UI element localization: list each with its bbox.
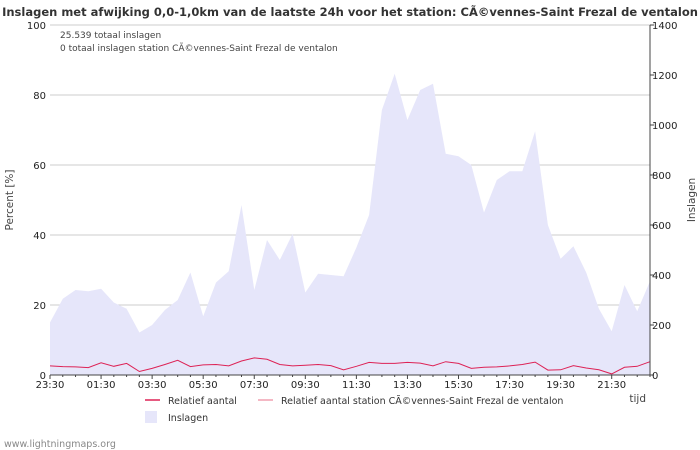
y-tick-right-800: 800 — [652, 171, 671, 182]
y-tick-right-1000: 1000 — [652, 121, 677, 132]
y-tick-left-0: 0 — [40, 371, 46, 382]
y-axis-label-left: Percent [%] — [4, 169, 16, 230]
x-tick-label-17:30: 17:30 — [495, 380, 524, 391]
y-tick-right-1200: 1200 — [652, 71, 677, 82]
x-tick-label-21:30: 21:30 — [597, 380, 626, 391]
x-axis-label: tijd — [629, 393, 646, 405]
legend-swatch-inslagen — [145, 411, 157, 423]
y-tick-right-400: 400 — [652, 271, 671, 282]
y-tick-right-0: 0 — [652, 371, 658, 382]
chart-title: Inslagen met afwijking 0,0-1,0km van de … — [2, 4, 698, 19]
x-tick-label-07:30: 07:30 — [240, 380, 269, 391]
x-tick-label-23:30: 23:30 — [36, 380, 65, 391]
y-ticks-right: 0 200 400 600 800 1000 1200 1400 — [650, 21, 677, 382]
x-ticks: 23:30 01:30 03:30 05:30 07:30 09:30 11:30 13:30… — [36, 375, 651, 391]
y-tick-left-100: 100 — [27, 21, 46, 32]
legend: Relatief aantal Relatief aantal station … — [145, 396, 563, 424]
y-tick-left-80: 80 — [33, 91, 46, 102]
info-total: 25.539 totaal inslagen — [60, 31, 161, 41]
x-tick-label-11:30: 11:30 — [342, 380, 371, 391]
relatief-line — [49, 357, 651, 375]
x-tick-label-05:30: 05:30 — [189, 380, 218, 391]
y-tick-left-40: 40 — [33, 231, 46, 242]
y-tick-right-1400: 1400 — [652, 21, 677, 32]
y-tick-right-600: 600 — [652, 221, 671, 232]
legend-label-inslagen: Inslagen — [168, 413, 208, 424]
x-tick-label-01:30: 01:30 — [87, 380, 116, 391]
x-tick-label-15:30: 15:30 — [444, 380, 473, 391]
y-tick-right-200: 200 — [652, 321, 671, 332]
footer-credit: www.lightningmaps.org — [4, 439, 116, 450]
x-tick-label-09:30: 09:30 — [291, 380, 320, 391]
x-tick-label-03:30: 03:30 — [138, 380, 167, 391]
legend-label-relatief: Relatief aantal — [168, 396, 237, 407]
info-station-total: 0 totaal inslagen station CÃ©vennes-Sain… — [60, 43, 338, 54]
y-axis-label-right: Inslagen — [686, 178, 698, 222]
axes — [50, 25, 651, 376]
legend-label-station: Relatief aantal station CÃ©vennes-Saint … — [281, 396, 563, 407]
y-tick-left-60: 60 — [33, 161, 46, 172]
y-ticks-left: 0 20 40 60 80 100 — [27, 21, 46, 382]
x-tick-label-13:30: 13:30 — [393, 380, 422, 391]
y-tick-left-20: 20 — [33, 301, 46, 312]
inslagen-area — [50, 73, 650, 376]
x-tick-label-19:30: 19:30 — [546, 380, 575, 391]
